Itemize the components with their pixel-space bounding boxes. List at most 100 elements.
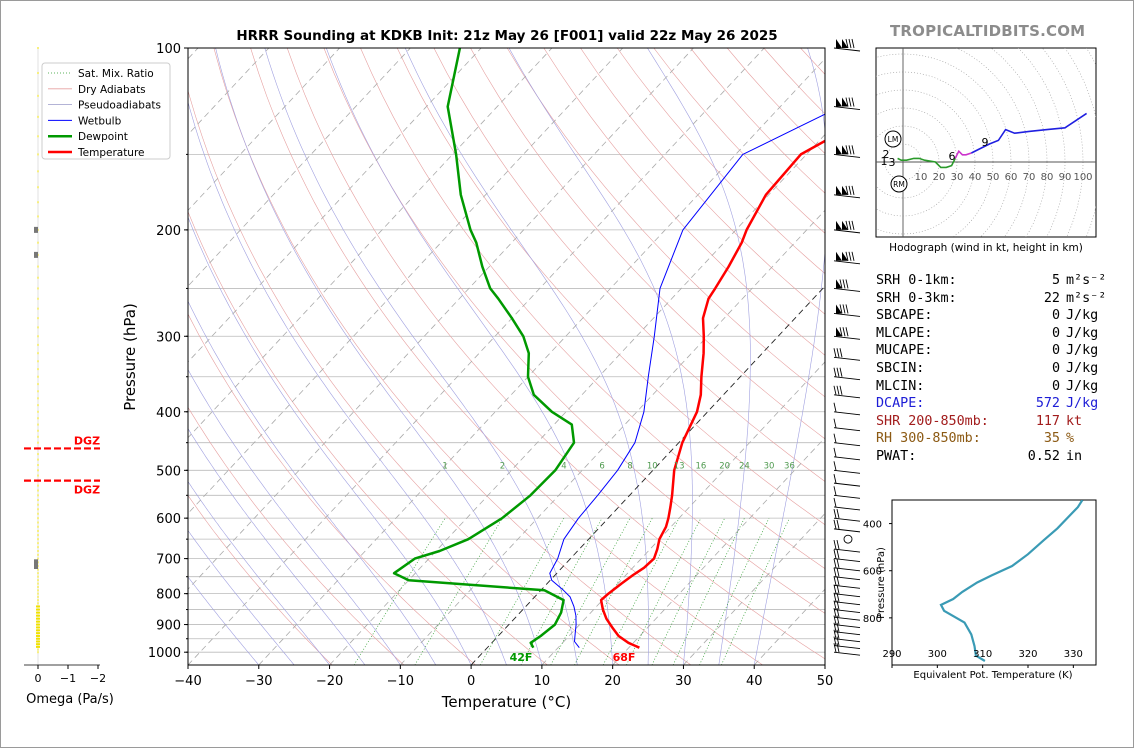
omega-bar <box>36 629 40 632</box>
hodograph-ring-label: 90 <box>1059 172 1072 183</box>
mixing-ratio-label: 13 <box>674 461 685 471</box>
wind-barb <box>833 97 861 110</box>
barb-feather <box>842 304 846 314</box>
barb-feather <box>833 418 837 428</box>
barb-feather <box>836 558 840 568</box>
barb-feather <box>845 279 849 289</box>
wind-barb <box>833 486 861 499</box>
wind-barb <box>833 220 861 234</box>
barb-feather <box>839 304 843 314</box>
omega-bar <box>37 47 39 49</box>
barb-flag <box>842 220 848 230</box>
omega-bar <box>37 589 39 592</box>
barb-staff <box>833 469 861 474</box>
barb-feather <box>833 592 837 602</box>
theta-e-axis-label: Equivalent Pot. Temperature (K) <box>913 670 1072 681</box>
barb-feather <box>833 447 837 457</box>
mixing-ratio-label: 16 <box>695 461 706 471</box>
barb-flag <box>842 97 848 107</box>
omega-bar <box>37 599 39 602</box>
barb-feather <box>833 567 837 577</box>
barb-feather <box>845 97 849 107</box>
omega-bar <box>37 287 39 290</box>
wind-barb <box>833 497 861 511</box>
legend-label: Dewpoint <box>78 131 128 143</box>
theta-e-x-tick-label: 320 <box>1018 649 1037 660</box>
omega-axis-label: Omega (Pa/s) <box>26 692 114 707</box>
barb-feather <box>845 145 849 155</box>
mixing-ratio-line <box>699 518 770 665</box>
pseudoadiabat <box>215 48 543 665</box>
omega-bar-dark <box>34 562 38 569</box>
isotherm <box>258 58 825 665</box>
param-row: SBCAPE: 0 J/kg <box>876 307 1116 325</box>
omega-bar <box>37 489 39 492</box>
omega-bar <box>37 317 39 320</box>
omega-bar <box>37 170 39 173</box>
barb-feather <box>842 279 846 289</box>
barb-staff <box>833 376 861 381</box>
skewt-profiles <box>392 48 825 649</box>
omega-bar <box>37 429 39 432</box>
legend-label: Wetbulb <box>78 115 122 127</box>
wind-barb <box>833 600 861 613</box>
param-unit: J/kg <box>1066 325 1099 341</box>
omega-bar <box>37 435 39 438</box>
barb-staff <box>833 624 861 628</box>
omega-bar <box>37 410 39 413</box>
param-unit: J/kg <box>1066 360 1099 376</box>
barb-feather <box>833 558 837 568</box>
omega-bar <box>37 115 39 118</box>
dry-adiabat <box>360 48 825 570</box>
barb-feather <box>836 576 840 586</box>
omega-bar <box>37 464 39 467</box>
omega-bar <box>37 512 39 515</box>
mixing-ratio-line <box>414 518 503 665</box>
barb-feather <box>836 592 840 602</box>
barb-feather <box>836 615 840 625</box>
wind-barb <box>833 558 861 572</box>
param-row: RH 300-850mb: 35% <box>876 430 1116 448</box>
omega-bar <box>37 557 39 560</box>
hodograph-height-label: 2 <box>883 148 890 161</box>
wind-barb <box>833 622 861 636</box>
y-tick-label: 1000 <box>148 646 181 661</box>
x-tick-label: −40 <box>174 674 201 689</box>
barb-staff <box>833 335 861 340</box>
omega-tick-label: −2 <box>90 672 106 685</box>
barb-feather <box>851 97 855 107</box>
x-axis-label: Temperature (°C) <box>441 693 571 711</box>
wind-barb <box>833 567 861 581</box>
barb-feather <box>833 367 837 377</box>
barb-feather <box>845 220 849 230</box>
legend: Sat. Mix. Ratio Dry Adiabats Pseudoadiabat… <box>41 62 171 160</box>
dry-adiabat <box>580 48 825 315</box>
param-value: 0 <box>1051 308 1060 324</box>
theta-e-x-tick-label: 310 <box>973 649 992 660</box>
wind-barb <box>833 519 861 533</box>
mixing-ratio-label: 4 <box>561 461 566 471</box>
barb-staff <box>833 567 861 572</box>
wind-barb <box>833 608 861 621</box>
theta-e-x-tick-label: 290 <box>882 649 901 660</box>
omega-bar <box>36 632 40 635</box>
wind-barb <box>833 549 861 563</box>
omega-bar <box>37 553 39 556</box>
omega-bar <box>37 534 39 537</box>
pseudoadiabat <box>647 48 751 665</box>
isotherm <box>683 512 825 665</box>
barb-feather <box>842 327 846 337</box>
omega-bar <box>37 390 39 393</box>
omega-bar <box>37 352 39 355</box>
isotherm <box>329 133 825 665</box>
barb-feather <box>851 185 855 195</box>
x-tick-label: −30 <box>245 674 272 689</box>
omega-bar <box>37 453 39 456</box>
barb-feather <box>848 38 852 49</box>
barb-feather <box>836 385 840 395</box>
right-mover-marker <box>890 175 908 193</box>
hodograph-ring-label: 20 <box>933 172 946 183</box>
hodograph-ring-label: 40 <box>969 172 982 183</box>
omega-bar <box>37 383 39 386</box>
omega-bar <box>37 572 39 575</box>
